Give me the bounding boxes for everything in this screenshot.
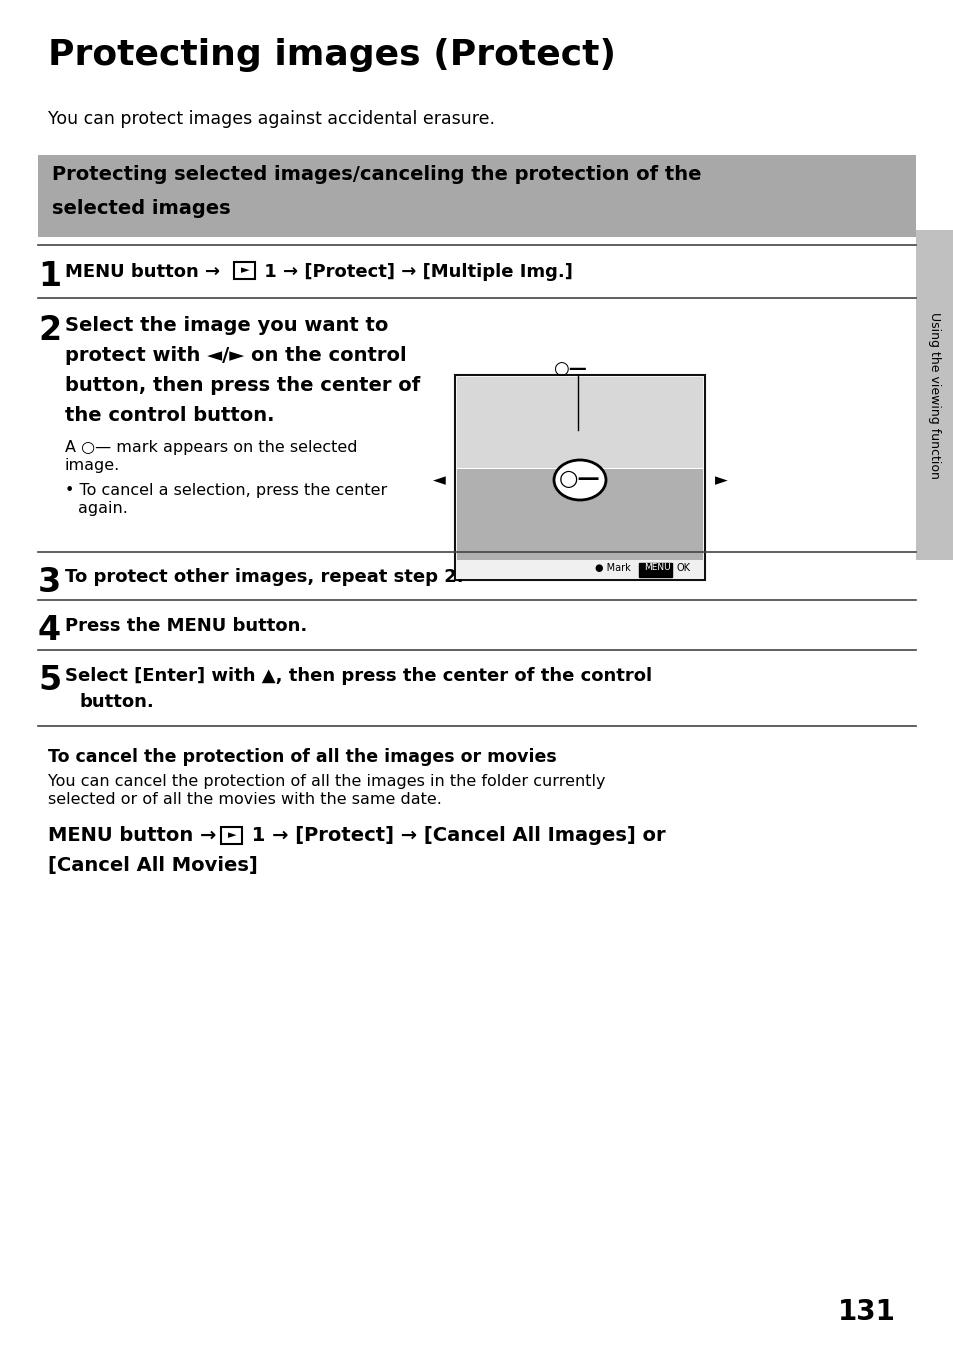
Text: OK: OK	[677, 564, 690, 573]
Text: ○—: ○—	[558, 469, 600, 490]
Text: ● Mark: ● Mark	[595, 564, 630, 573]
Text: MENU: MENU	[643, 564, 670, 572]
Bar	[915, 230, 953, 560]
Text: 1 → [Protect] → [Cancel All Images] or: 1 → [Protect] → [Cancel All Images] or	[245, 826, 665, 845]
Ellipse shape	[554, 460, 605, 500]
Bar	[456, 377, 702, 468]
Text: Select the image you want to: Select the image you want to	[65, 316, 388, 335]
Text: ○—: ○—	[553, 360, 586, 378]
Text: You can cancel the protection of all the images in the folder currently: You can cancel the protection of all the…	[48, 773, 605, 790]
Text: You can protect images against accidental erasure.: You can protect images against accidenta…	[48, 110, 495, 128]
Bar	[456, 469, 702, 560]
Text: ►: ►	[240, 265, 249, 274]
Text: button, then press the center of: button, then press the center of	[65, 377, 420, 395]
Text: ►: ►	[228, 830, 236, 841]
Text: ►: ►	[714, 471, 726, 490]
Text: MENU button →: MENU button →	[48, 826, 216, 845]
Text: Protecting images (Protect): Protecting images (Protect)	[48, 38, 616, 73]
Text: Using the viewing function: Using the viewing function	[927, 312, 941, 479]
Text: the control button.: the control button.	[65, 406, 274, 425]
Text: 3: 3	[38, 566, 61, 599]
Text: [Cancel All Movies]: [Cancel All Movies]	[48, 855, 257, 876]
Text: 4: 4	[38, 615, 61, 647]
Text: To cancel the protection of all the images or movies: To cancel the protection of all the imag…	[48, 748, 557, 767]
Text: Protecting selected images/canceling the protection of the: Protecting selected images/canceling the…	[52, 165, 700, 184]
Text: Select [Enter] with ▲, then press the center of the control: Select [Enter] with ▲, then press the ce…	[65, 667, 652, 685]
Text: 131: 131	[838, 1298, 895, 1326]
Bar	[456, 560, 703, 578]
Text: • To cancel a selection, press the center: • To cancel a selection, press the cente…	[65, 483, 387, 498]
Text: 2: 2	[38, 313, 61, 347]
Bar	[456, 510, 702, 539]
FancyBboxPatch shape	[639, 562, 672, 577]
Text: image.: image.	[65, 459, 120, 473]
Text: Press the MENU button.: Press the MENU button.	[65, 617, 307, 635]
Text: selected or of all the movies with the same date.: selected or of all the movies with the s…	[48, 792, 441, 807]
Text: A ○— mark appears on the selected: A ○— mark appears on the selected	[65, 440, 357, 455]
FancyBboxPatch shape	[221, 826, 242, 843]
Text: MENU button →: MENU button →	[65, 264, 220, 281]
Text: 5: 5	[38, 664, 61, 697]
Text: ◄: ◄	[432, 471, 445, 490]
Text: again.: again.	[78, 500, 128, 516]
Text: To protect other images, repeat step 2.: To protect other images, repeat step 2.	[65, 568, 463, 586]
Text: selected images: selected images	[52, 199, 231, 218]
Bar	[38, 155, 915, 237]
Text: protect with ◄/► on the control: protect with ◄/► on the control	[65, 346, 406, 364]
Text: 1 → [Protect] → [Multiple Img.]: 1 → [Protect] → [Multiple Img.]	[257, 264, 572, 281]
FancyBboxPatch shape	[234, 261, 255, 278]
Text: button.: button.	[80, 693, 154, 712]
Text: 1: 1	[38, 260, 61, 293]
Bar	[455, 375, 704, 580]
